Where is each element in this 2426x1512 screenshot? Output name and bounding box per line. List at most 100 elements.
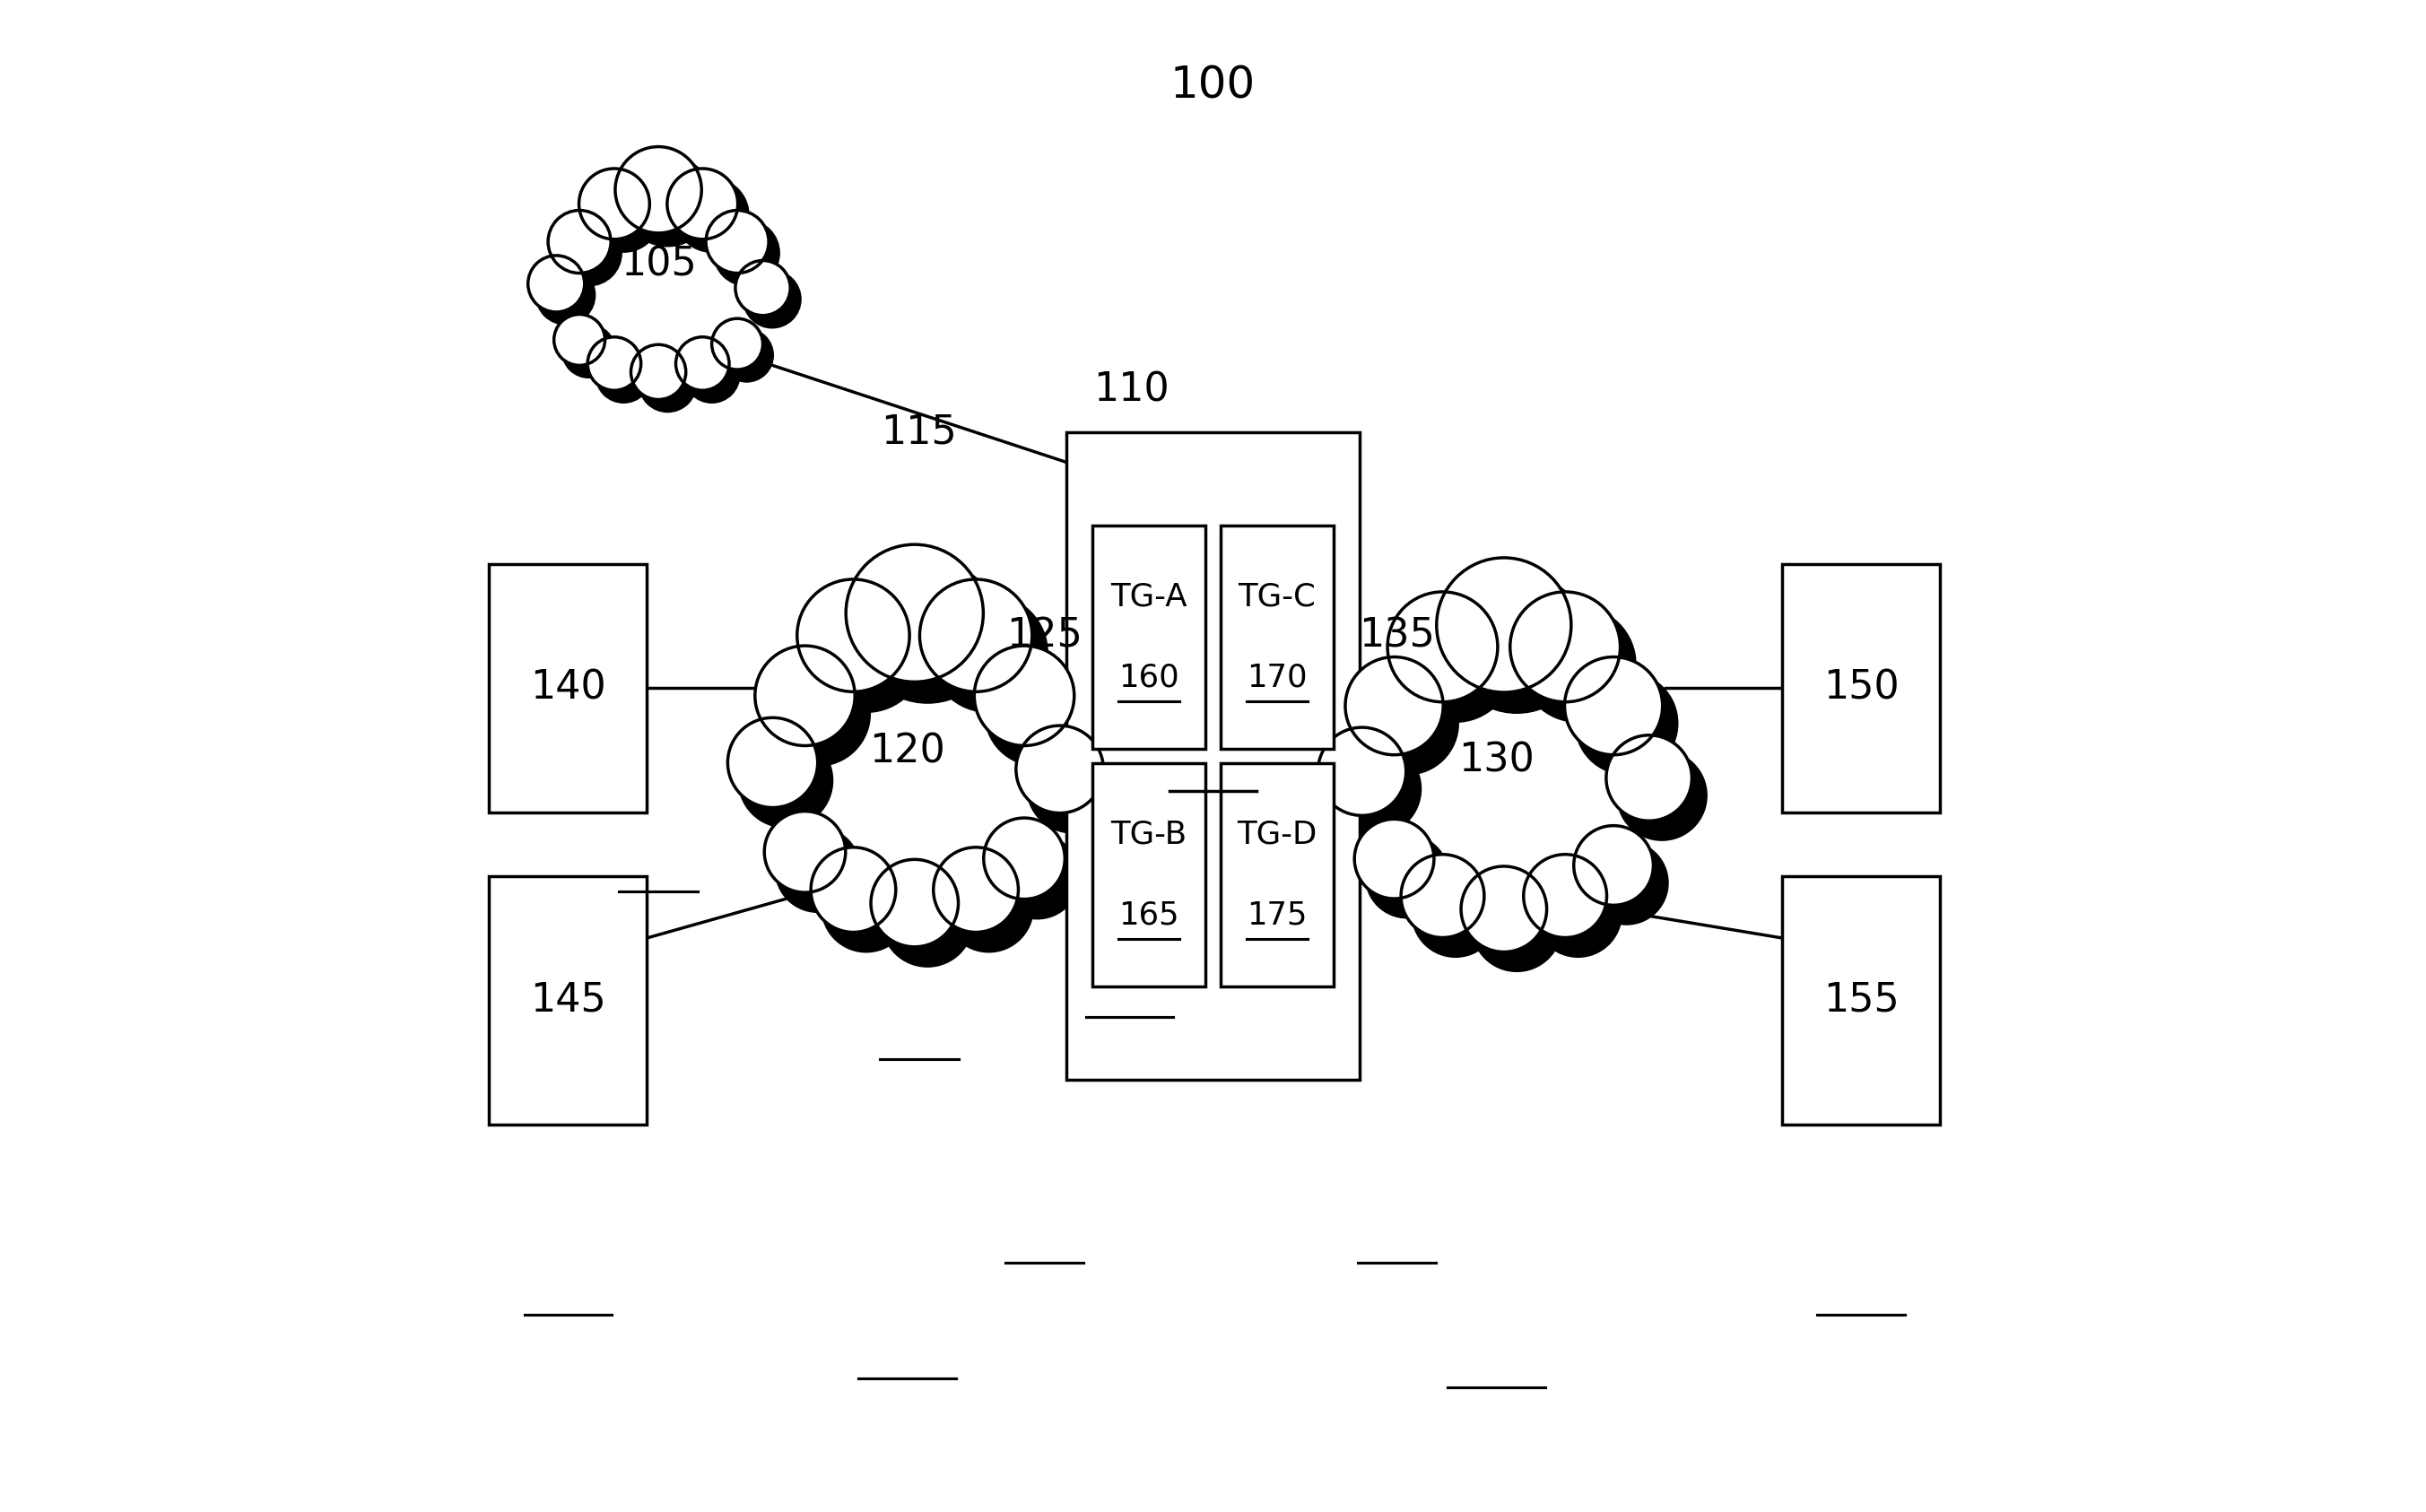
Ellipse shape: [810, 847, 895, 933]
Ellipse shape: [808, 594, 924, 712]
Text: 150: 150: [1822, 668, 1900, 708]
Text: TG-C: TG-C: [1237, 582, 1315, 612]
Bar: [488, 564, 648, 812]
Bar: [1092, 526, 1206, 748]
Text: TG-A: TG-A: [1111, 582, 1186, 612]
Ellipse shape: [919, 579, 1031, 691]
Ellipse shape: [1397, 606, 1514, 723]
Ellipse shape: [1606, 735, 1691, 821]
Ellipse shape: [677, 337, 730, 390]
Ellipse shape: [623, 156, 713, 246]
Ellipse shape: [1354, 820, 1434, 898]
Text: 105: 105: [621, 245, 696, 284]
Ellipse shape: [1356, 671, 1458, 774]
Ellipse shape: [667, 168, 738, 239]
Ellipse shape: [944, 863, 1033, 953]
Ellipse shape: [580, 168, 650, 239]
Text: 100: 100: [1169, 64, 1257, 107]
Ellipse shape: [594, 346, 653, 402]
Text: 120: 120: [869, 732, 946, 771]
Ellipse shape: [684, 346, 740, 402]
Ellipse shape: [1400, 854, 1485, 937]
Ellipse shape: [735, 260, 791, 316]
Ellipse shape: [1317, 727, 1407, 815]
Ellipse shape: [1460, 866, 1548, 953]
Text: 160: 160: [1118, 662, 1179, 692]
Ellipse shape: [721, 328, 774, 383]
Text: 110: 110: [1094, 370, 1169, 410]
Text: 145: 145: [529, 981, 606, 1019]
Ellipse shape: [631, 345, 687, 399]
Bar: [1065, 432, 1361, 1080]
Ellipse shape: [1473, 881, 1562, 972]
Ellipse shape: [995, 833, 1080, 919]
Ellipse shape: [871, 859, 958, 947]
Ellipse shape: [776, 827, 861, 912]
Bar: [1220, 764, 1334, 986]
Ellipse shape: [1026, 741, 1118, 833]
Ellipse shape: [587, 337, 640, 390]
Ellipse shape: [856, 559, 1000, 703]
Ellipse shape: [1574, 826, 1652, 906]
Ellipse shape: [553, 314, 604, 366]
Bar: [488, 875, 648, 1125]
Ellipse shape: [1016, 726, 1104, 813]
Text: TG-D: TG-D: [1237, 820, 1317, 850]
Bar: [1092, 764, 1206, 986]
Ellipse shape: [587, 178, 660, 253]
Ellipse shape: [536, 265, 594, 325]
Text: 125: 125: [1007, 617, 1082, 655]
Ellipse shape: [711, 319, 762, 369]
Ellipse shape: [822, 863, 910, 953]
Ellipse shape: [764, 661, 871, 767]
Ellipse shape: [1329, 742, 1422, 835]
Ellipse shape: [1574, 671, 1679, 774]
Ellipse shape: [1618, 750, 1708, 841]
Ellipse shape: [934, 847, 1019, 933]
Text: 115: 115: [881, 413, 958, 451]
Text: 140: 140: [529, 668, 606, 708]
Text: 130: 130: [1458, 741, 1533, 780]
Ellipse shape: [728, 718, 818, 807]
Ellipse shape: [563, 324, 616, 378]
Ellipse shape: [706, 210, 769, 274]
Ellipse shape: [1521, 606, 1635, 723]
Ellipse shape: [1533, 869, 1621, 957]
Ellipse shape: [798, 579, 910, 691]
Ellipse shape: [556, 219, 621, 286]
Ellipse shape: [616, 147, 701, 233]
Ellipse shape: [929, 594, 1048, 712]
Bar: [1220, 526, 1334, 748]
Ellipse shape: [754, 646, 854, 745]
Ellipse shape: [738, 733, 832, 827]
Ellipse shape: [1446, 572, 1587, 714]
Ellipse shape: [1565, 656, 1662, 754]
Ellipse shape: [881, 875, 973, 966]
Text: 170: 170: [1247, 662, 1308, 692]
Text: 175: 175: [1247, 900, 1308, 930]
Ellipse shape: [1412, 869, 1499, 957]
Bar: [1783, 564, 1941, 812]
Ellipse shape: [985, 661, 1089, 767]
Ellipse shape: [529, 256, 585, 311]
Ellipse shape: [548, 210, 611, 274]
Ellipse shape: [983, 818, 1065, 900]
Ellipse shape: [1436, 558, 1572, 692]
Bar: [1783, 875, 1941, 1125]
Ellipse shape: [1388, 591, 1497, 702]
Text: 165: 165: [1118, 900, 1179, 930]
Ellipse shape: [1346, 656, 1443, 754]
Ellipse shape: [713, 219, 779, 286]
Text: 135: 135: [1359, 617, 1434, 655]
Ellipse shape: [764, 812, 847, 892]
Text: TG-B: TG-B: [1111, 820, 1186, 850]
Ellipse shape: [742, 271, 801, 328]
Text: 155: 155: [1822, 981, 1900, 1019]
Ellipse shape: [638, 354, 696, 413]
Ellipse shape: [1366, 835, 1448, 918]
Ellipse shape: [1509, 591, 1621, 702]
Ellipse shape: [1524, 854, 1606, 937]
Ellipse shape: [975, 646, 1075, 745]
Ellipse shape: [847, 544, 983, 682]
Ellipse shape: [674, 178, 750, 253]
